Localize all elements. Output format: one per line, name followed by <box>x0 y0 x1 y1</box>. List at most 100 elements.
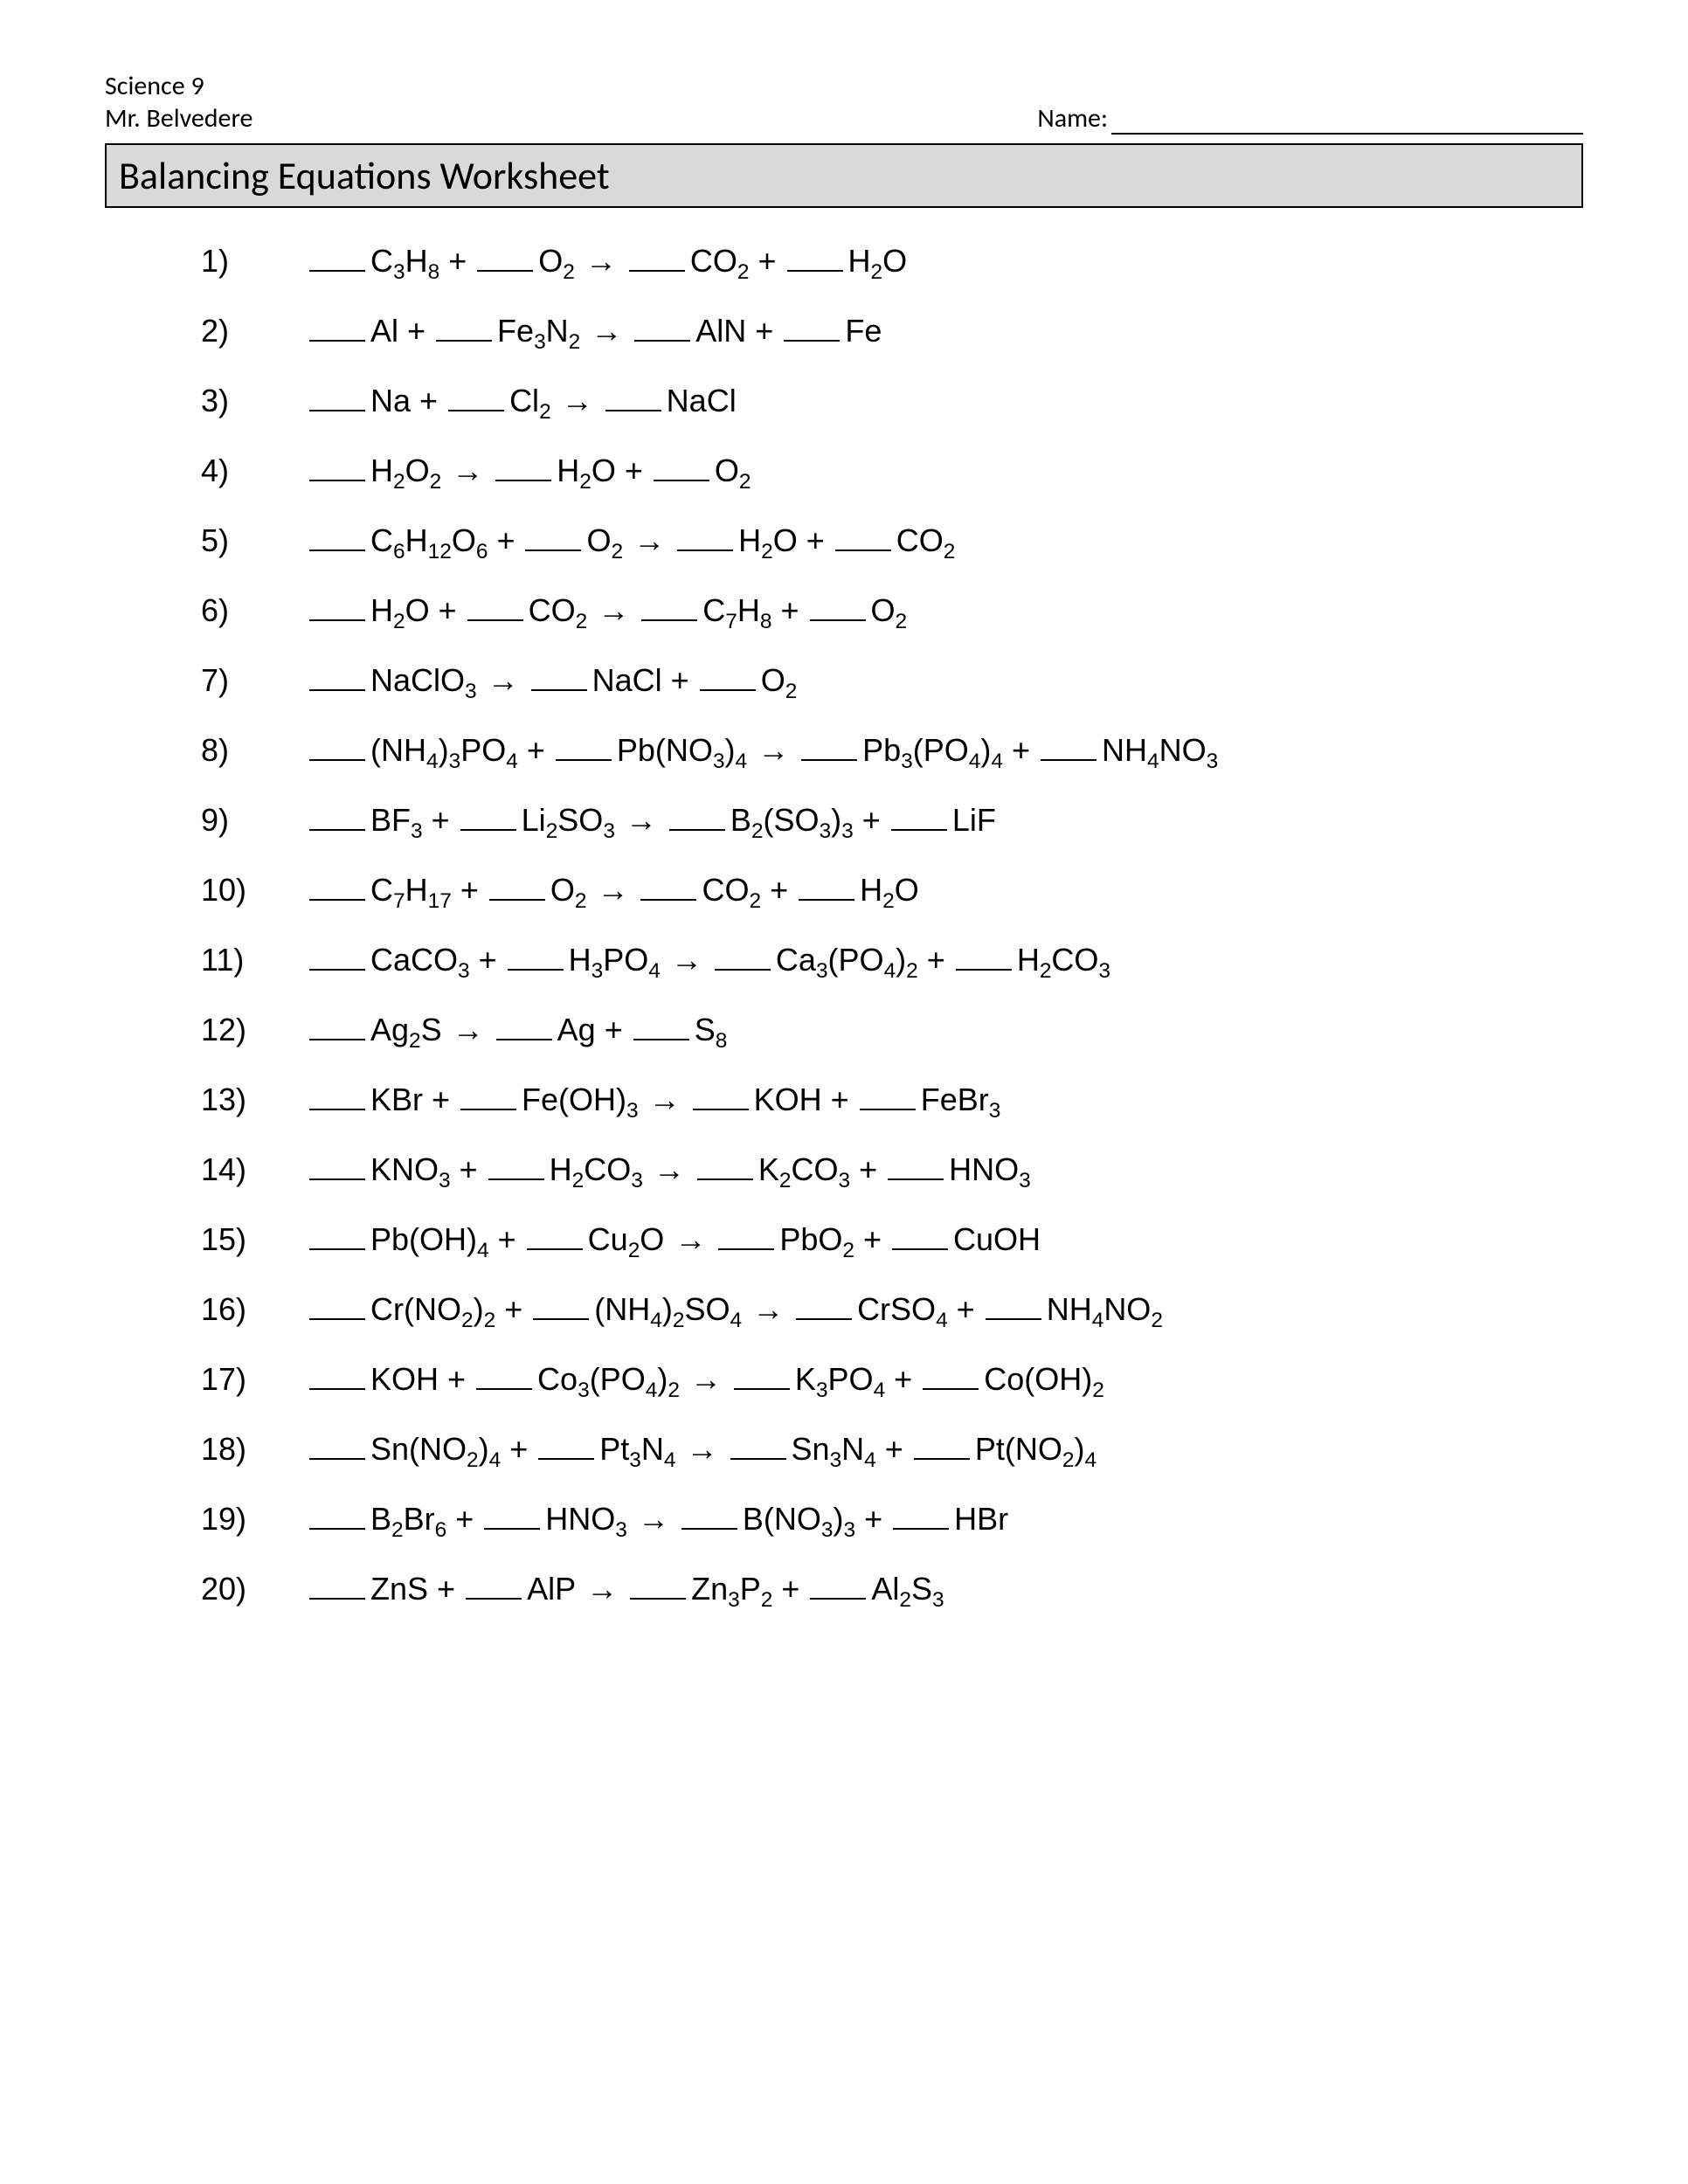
equation-body: Cr(NO2)2+ (NH4)2SO4→ CrSO4+ NH4NO2 <box>306 1291 1165 1328</box>
coefficient-blank[interactable] <box>677 549 733 551</box>
coefficient-blank[interactable] <box>495 480 551 481</box>
coefficient-blank[interactable] <box>956 969 1012 971</box>
equation-body: KOH+ Co3(PO4)2→ K3PO4+ Co(OH)2 <box>306 1361 1106 1398</box>
coefficient-blank[interactable] <box>718 1248 774 1250</box>
coefficient-blank[interactable] <box>309 1318 365 1320</box>
coefficient-blank[interactable] <box>466 1598 522 1600</box>
coefficient-blank[interactable] <box>634 340 690 342</box>
coefficient-blank[interactable] <box>531 689 587 691</box>
coefficient-blank[interactable] <box>309 480 365 481</box>
equation-body: Ag2S→ Ag+ S8 <box>306 1012 729 1048</box>
coefficient-blank[interactable] <box>436 340 492 342</box>
plus-operator: + <box>862 802 881 839</box>
coefficient-blank[interactable] <box>309 1178 365 1180</box>
coefficient-blank[interactable] <box>309 270 365 272</box>
coefficient-blank[interactable] <box>891 829 947 831</box>
equation-number: 2) <box>201 313 306 349</box>
coefficient-blank[interactable] <box>309 759 365 761</box>
coefficient-blank[interactable] <box>860 1109 916 1110</box>
coefficient-blank[interactable] <box>630 1598 686 1600</box>
coefficient-blank[interactable] <box>799 899 854 901</box>
chemical-formula: Cr(NO2)2 <box>370 1291 495 1328</box>
equation-body: C6H12O6+ O2→ H2O+ CO2 <box>306 522 957 559</box>
coefficient-blank[interactable] <box>496 1039 552 1040</box>
coefficient-blank[interactable] <box>309 969 365 971</box>
coefficient-blank[interactable] <box>309 1109 365 1110</box>
equation-body: (NH4)3PO4+ Pb(NO3)4→ Pb3(PO4)4+ NH4NO3 <box>306 732 1220 769</box>
coefficient-blank[interactable] <box>810 1598 866 1600</box>
equation-number: 18) <box>201 1431 306 1468</box>
coefficient-blank[interactable] <box>835 549 891 551</box>
coefficient-blank[interactable] <box>669 829 725 831</box>
plus-operator: + <box>758 243 776 280</box>
plus-operator: + <box>671 662 689 699</box>
coefficient-blank[interactable] <box>309 689 365 691</box>
coefficient-blank[interactable] <box>448 410 504 411</box>
coefficient-blank[interactable] <box>796 1318 852 1320</box>
coefficient-blank[interactable] <box>693 1109 749 1110</box>
coefficient-blank[interactable] <box>309 1598 365 1600</box>
chemical-formula: BF3 <box>370 802 423 839</box>
coefficient-blank[interactable] <box>734 1388 790 1390</box>
coefficient-blank[interactable] <box>893 1528 949 1530</box>
coefficient-blank[interactable] <box>476 1388 532 1390</box>
coefficient-blank[interactable] <box>538 1458 594 1460</box>
coefficient-blank[interactable] <box>697 1178 753 1180</box>
chemical-formula: O2 <box>715 453 751 489</box>
coefficient-blank[interactable] <box>309 1528 365 1530</box>
coefficient-blank[interactable] <box>810 619 866 621</box>
coefficient-blank[interactable] <box>923 1388 979 1390</box>
coefficient-blank[interactable] <box>527 1248 583 1250</box>
coefficient-blank[interactable] <box>309 1248 365 1250</box>
name-input-line[interactable] <box>1111 133 1583 135</box>
coefficient-blank[interactable] <box>1041 759 1097 761</box>
coefficient-blank[interactable] <box>888 1178 944 1180</box>
coefficient-blank[interactable] <box>533 1318 589 1320</box>
coefficient-blank[interactable] <box>787 270 843 272</box>
coefficient-blank[interactable] <box>309 1458 365 1460</box>
coefficient-blank[interactable] <box>640 899 696 901</box>
coefficient-blank[interactable] <box>309 1039 365 1040</box>
chemical-formula: CaCO3 <box>370 942 470 978</box>
coefficient-blank[interactable] <box>460 1109 516 1110</box>
plus-operator: + <box>781 1571 799 1607</box>
coefficient-blank[interactable] <box>309 410 365 411</box>
coefficient-blank[interactable] <box>489 899 545 901</box>
chemical-formula: (NH4)3PO4 <box>370 732 518 769</box>
arrow-icon: → <box>488 662 519 699</box>
coefficient-blank[interactable] <box>784 340 840 342</box>
coefficient-blank[interactable] <box>309 1388 365 1390</box>
coefficient-blank[interactable] <box>525 549 581 551</box>
coefficient-blank[interactable] <box>460 829 516 831</box>
coefficient-blank[interactable] <box>484 1528 540 1530</box>
coefficient-blank[interactable] <box>309 899 365 901</box>
coefficient-blank[interactable] <box>641 619 697 621</box>
coefficient-blank[interactable] <box>801 759 857 761</box>
coefficient-blank[interactable] <box>309 549 365 551</box>
arrow-icon: → <box>690 1361 722 1398</box>
coefficient-blank[interactable] <box>309 619 365 621</box>
coefficient-blank[interactable] <box>700 689 756 691</box>
coefficient-blank[interactable] <box>730 1458 786 1460</box>
coefficient-blank[interactable] <box>715 969 771 971</box>
coefficient-blank[interactable] <box>477 270 533 272</box>
chemical-formula: Fe(OH)3 <box>522 1082 639 1118</box>
coefficient-blank[interactable] <box>633 1039 689 1040</box>
coefficient-blank[interactable] <box>986 1318 1041 1320</box>
coefficient-blank[interactable] <box>309 340 365 342</box>
coefficient-blank[interactable] <box>914 1458 970 1460</box>
coefficient-blank[interactable] <box>556 759 612 761</box>
equation-row: 7) NaClO3→ NaCl+ O2 <box>201 662 1583 699</box>
coefficient-blank[interactable] <box>508 969 564 971</box>
coefficient-blank[interactable] <box>681 1528 737 1530</box>
coefficient-blank[interactable] <box>629 270 685 272</box>
equation-row: 6) H2O+ CO2→ C7H8+ O2 <box>201 592 1583 629</box>
coefficient-blank[interactable] <box>654 480 709 481</box>
coefficient-blank[interactable] <box>467 619 523 621</box>
coefficient-blank[interactable] <box>605 410 661 411</box>
coefficient-blank[interactable] <box>309 829 365 831</box>
plus-operator: + <box>439 592 457 629</box>
coefficient-blank[interactable] <box>892 1248 948 1250</box>
coefficient-blank[interactable] <box>488 1178 544 1180</box>
equations-list: 1) C3H8+ O2→ CO2+ H2O2) Al+ Fe3N2→ AlN+ … <box>105 243 1583 1607</box>
